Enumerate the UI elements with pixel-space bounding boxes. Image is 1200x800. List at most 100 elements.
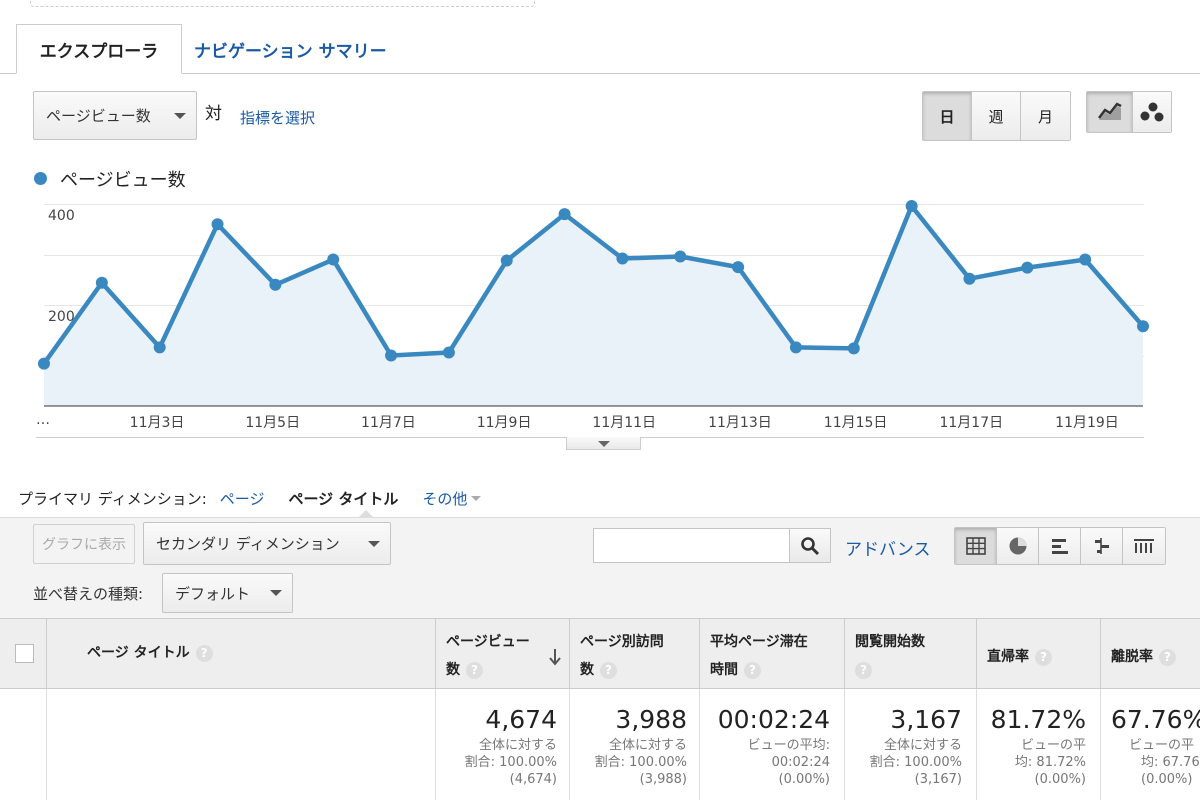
total-note: 00:02:24 <box>771 755 830 770</box>
data-point[interactable] <box>327 253 340 266</box>
data-point[interactable] <box>95 276 108 289</box>
sort-type-dropdown[interactable]: デフォルト <box>162 573 293 613</box>
advanced-link[interactable]: アドバンス <box>845 540 931 560</box>
view-comparison-button[interactable] <box>1081 528 1123 564</box>
period-day-button[interactable]: 日 <box>923 92 972 140</box>
total-note: (0.00%) <box>1034 772 1086 787</box>
chevron-down-icon <box>471 496 482 501</box>
select-all-checkbox[interactable] <box>15 644 34 663</box>
data-point[interactable] <box>1079 253 1092 266</box>
data-point[interactable] <box>963 272 976 285</box>
total-note: ビューの平均: <box>747 738 830 753</box>
view-performance-button[interactable] <box>1039 528 1081 564</box>
bubble-chart-icon <box>1140 102 1164 122</box>
view-pie-button[interactable] <box>997 528 1039 564</box>
header-avg-time-on-page[interactable]: 平均ページ滞在 時間? <box>699 618 844 689</box>
help-icon[interactable]: ? <box>1159 648 1176 666</box>
search-input[interactable] <box>593 528 790 563</box>
x-tick-label: 11月15日 <box>823 415 888 431</box>
header-exit-rate[interactable]: 離脱率? <box>1100 618 1200 689</box>
header-label: 直帰率 <box>987 649 1029 665</box>
line-chart-button[interactable] <box>1087 92 1133 132</box>
metric-dropdown[interactable]: ページビュー数 <box>33 91 197 140</box>
view-pivot-button[interactable] <box>1123 528 1165 564</box>
secondary-dimension-dropdown[interactable]: セカンダリ ディメンション <box>143 522 391 565</box>
data-point[interactable] <box>789 341 802 354</box>
data-point[interactable] <box>211 218 224 231</box>
total-pageviews-cell: 4,674 全体に対する 割合: 100.00% (4,674) <box>435 689 569 800</box>
header-label: 離脱率 <box>1111 649 1153 665</box>
header-pageviews[interactable]: ページビュー 数? <box>435 618 569 689</box>
period-week-button[interactable]: 週 <box>972 92 1021 140</box>
table-view-selector <box>954 527 1166 565</box>
x-tick-label: 11月19日 <box>1055 415 1119 431</box>
help-icon[interactable]: ? <box>600 661 617 679</box>
total-note: 全体に対する <box>608 738 687 753</box>
search-button[interactable] <box>790 528 831 563</box>
y-tick-label: 400 <box>48 208 75 224</box>
secondary-dimension-label: セカンダリ ディメンション <box>156 535 340 553</box>
plot-rows-button[interactable]: グラフに表示 <box>33 524 135 564</box>
total-note: ビューの平 <box>1020 738 1086 753</box>
data-point[interactable] <box>674 250 687 263</box>
dashed-placeholder <box>30 0 535 7</box>
data-point[interactable] <box>1137 320 1149 333</box>
sort-descending-icon[interactable] <box>548 648 562 666</box>
chevron-down-icon <box>598 441 610 447</box>
pie-chart-icon <box>1009 537 1026 555</box>
help-icon[interactable]: ? <box>855 661 872 679</box>
data-point[interactable] <box>153 341 166 354</box>
data-point[interactable] <box>732 261 745 274</box>
data-point[interactable] <box>905 200 918 213</box>
header-page-title[interactable]: ページ タイトル? <box>46 618 435 689</box>
help-icon[interactable]: ? <box>466 661 483 679</box>
total-bounce-rate-cell: 81.72% ビューの平 均: 81.72% (0.00%) <box>976 689 1100 800</box>
dimension-option-other[interactable]: その他 <box>422 490 468 508</box>
data-point[interactable] <box>558 208 571 221</box>
grid-icon <box>965 537 986 555</box>
data-point[interactable] <box>442 346 455 359</box>
data-point[interactable] <box>500 254 513 267</box>
header-bounce-rate[interactable]: 直帰率? <box>976 618 1100 689</box>
help-icon[interactable]: ? <box>195 644 213 662</box>
legend-label: ページビュー数 <box>60 170 186 191</box>
help-icon[interactable]: ? <box>744 661 761 679</box>
x-tick-label: 11月3日 <box>129 415 185 431</box>
y-tick-label: 200 <box>48 309 75 325</box>
total-note: 均: 81.72% <box>1014 755 1086 770</box>
motion-chart-button[interactable] <box>1133 92 1171 132</box>
tab-navigation-summary[interactable]: ナビゲーション サマリー <box>194 41 387 62</box>
header-entrances[interactable]: 閲覧開始数 ? <box>844 618 976 689</box>
chart-collapse-handle[interactable] <box>566 437 641 450</box>
select-metric-link[interactable]: 指標を選択 <box>240 109 316 127</box>
total-exit-rate-cell: 67.76% ビューの平 均: 67.76% (0.00%) <box>1100 689 1200 800</box>
dimension-option-page[interactable]: ページ <box>219 490 265 508</box>
chevron-down-icon <box>174 112 186 119</box>
tab-divider <box>0 73 1200 74</box>
total-note: (0.00%) <box>1141 772 1193 787</box>
view-data-button[interactable] <box>955 528 997 564</box>
dimension-option-page-title[interactable]: ページ タイトル <box>288 490 399 508</box>
period-month-button[interactable]: 月 <box>1021 92 1070 140</box>
total-value: 4,674 <box>485 705 557 734</box>
header-unique-pageviews[interactable]: ページ別訪問 数? <box>569 618 699 689</box>
total-entrances-cell: 3,167 全体に対する 割合: 100.00% (3,167) <box>844 689 976 800</box>
total-note: 均: 67.76% <box>1141 755 1200 770</box>
data-point[interactable] <box>1021 261 1034 274</box>
help-icon[interactable]: ? <box>1035 648 1052 666</box>
total-note: ビューの平 <box>1129 738 1195 753</box>
bar-chart-icon <box>1051 539 1068 554</box>
x-tick-label: 11月11日 <box>592 415 657 431</box>
data-point[interactable] <box>38 357 50 370</box>
total-note: 割合: 100.00% <box>869 755 962 770</box>
primary-dimension-label: プライマリ ディメンション: <box>18 490 207 508</box>
tab-explorer[interactable]: エクスプローラ <box>16 24 182 74</box>
x-tick-label: 11月9日 <box>476 415 532 431</box>
data-point[interactable] <box>616 252 629 265</box>
data-point[interactable] <box>269 278 282 291</box>
total-value: 67.76% <box>1111 705 1200 734</box>
data-point[interactable] <box>385 349 398 362</box>
data-point[interactable] <box>847 342 860 355</box>
header-label: 数 <box>446 662 460 678</box>
x-tick-label: 11月5日 <box>245 415 301 431</box>
